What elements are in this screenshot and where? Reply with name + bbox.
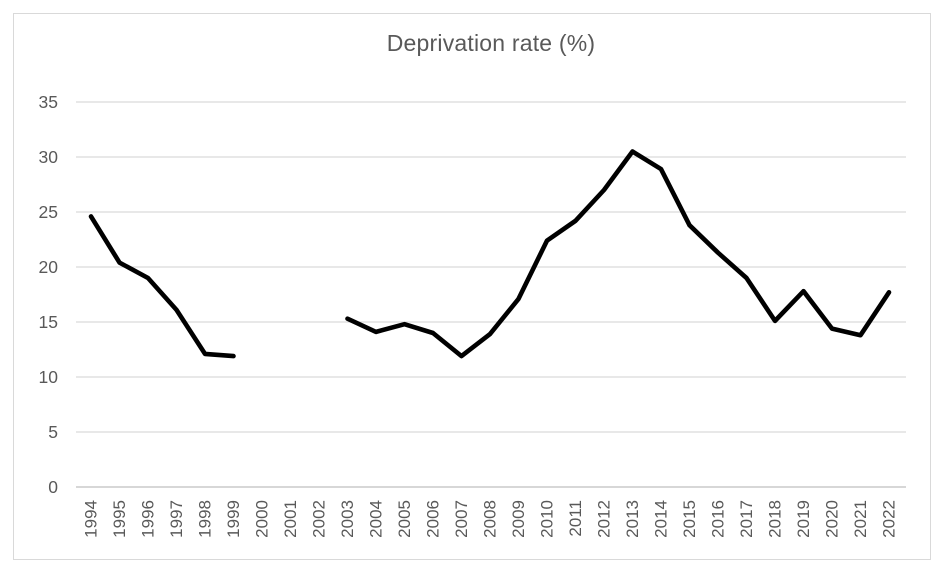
x-tick-label: 2020	[823, 500, 842, 538]
x-tick-label: 2018	[766, 500, 785, 538]
y-tick-label: 10	[39, 367, 59, 387]
chart-title: Deprivation rate (%)	[386, 30, 596, 56]
x-tick-label: 2012	[595, 500, 614, 538]
x-tick-label: 1996	[139, 500, 158, 538]
x-tick-label: 2005	[395, 500, 414, 538]
x-tick-label: 2007	[452, 500, 471, 538]
x-tick-label: 2013	[623, 500, 642, 538]
y-tick-label: 0	[48, 477, 58, 497]
y-tick-label: 30	[39, 147, 59, 167]
y-tick-label: 15	[39, 312, 58, 332]
x-tick-label: 2021	[851, 500, 870, 538]
y-tick-label: 25	[39, 202, 58, 222]
y-tick-label: 20	[39, 257, 59, 277]
chart-frame: Deprivation rate (%) 0 5 10 15 20 25 30 35 1994 1…	[13, 13, 931, 560]
x-tick-label: 2002	[310, 500, 329, 538]
x-tick-label: 2011	[566, 500, 585, 537]
line-chart-plot-area: 0 5 10 15 20 25 30 35 1994 1995 1996 1997 1998 1999 20…	[39, 92, 906, 538]
x-tick-label: 2004	[367, 500, 386, 538]
x-tick-label: 1997	[167, 500, 186, 538]
x-tick-label: 1995	[110, 500, 129, 538]
y-tick-label: 35	[39, 92, 58, 112]
x-tick-label: 2016	[709, 500, 728, 538]
x-tick-label: 2022	[880, 500, 899, 538]
x-tick-label: 2008	[481, 500, 500, 538]
x-tick-label: 2006	[424, 500, 443, 538]
x-tick-label: 2015	[680, 500, 699, 538]
x-tick-label: 1998	[196, 500, 215, 538]
x-tick-label: 2010	[538, 500, 557, 538]
y-tick-label: 5	[48, 422, 58, 442]
x-tick-label: 2001	[281, 500, 300, 538]
series-line-segment	[345, 149, 892, 359]
x-tick-label: 2019	[794, 500, 813, 538]
series-line-segment	[88, 214, 236, 359]
x-tick-label: 2014	[652, 500, 671, 538]
x-tick-label: 2017	[737, 500, 756, 538]
x-tick-label: 1994	[82, 500, 101, 538]
x-tick-label: 2009	[509, 500, 528, 538]
x-tick-label: 2000	[253, 500, 272, 538]
x-tick-label: 1999	[224, 500, 243, 538]
x-tick-label: 2003	[338, 500, 357, 538]
